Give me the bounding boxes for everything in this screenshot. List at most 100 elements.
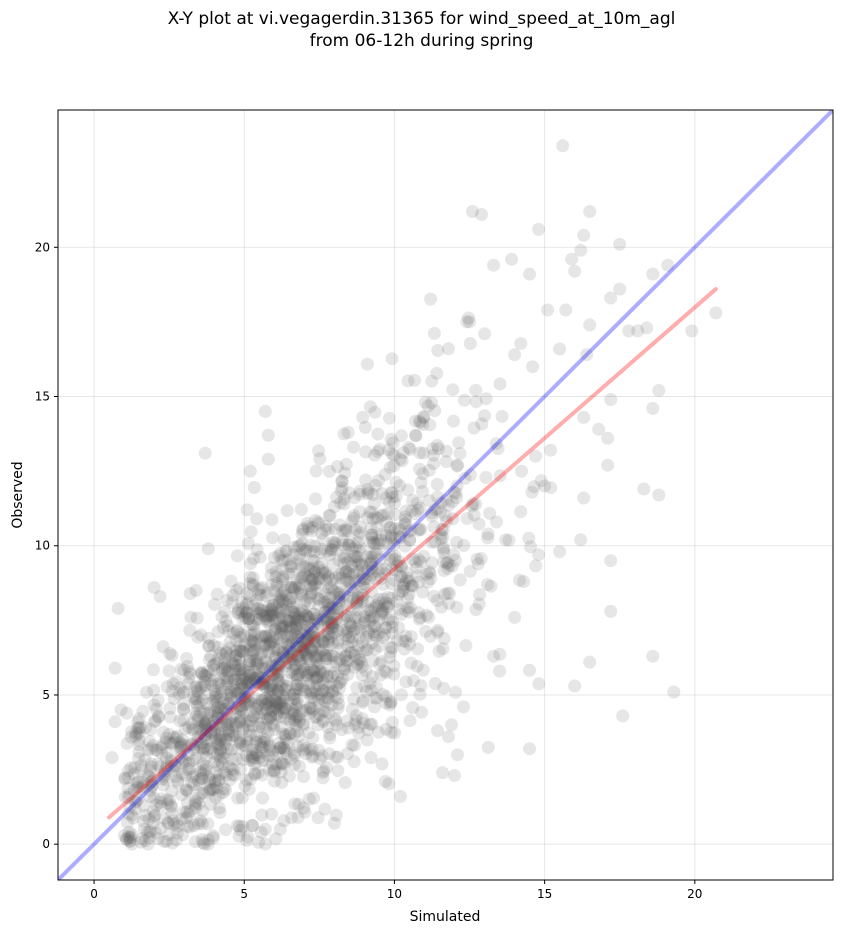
data-point [212, 788, 226, 802]
data-point [396, 446, 410, 460]
data-point [233, 630, 247, 644]
data-point [289, 711, 302, 725]
data-point [146, 663, 160, 677]
data-point [291, 668, 305, 682]
data-point [212, 717, 226, 731]
data-point [208, 714, 222, 728]
data-point [385, 486, 399, 500]
data-point [392, 587, 406, 601]
data-point [294, 657, 308, 671]
data-point [294, 571, 307, 584]
data-point [341, 632, 355, 646]
data-point [373, 442, 387, 456]
data-point [269, 699, 283, 713]
data-point [451, 748, 464, 762]
data-point [431, 625, 445, 639]
data-point [350, 596, 363, 610]
data-point [387, 538, 401, 552]
data-point [292, 729, 306, 743]
data-point [348, 540, 362, 554]
data-point [337, 497, 351, 511]
data-point [221, 671, 235, 685]
data-point [352, 528, 366, 542]
data-point [337, 663, 351, 677]
data-point [268, 623, 282, 637]
data-point [259, 721, 273, 735]
data-point [234, 644, 248, 658]
data-point [234, 676, 248, 690]
data-point [279, 682, 292, 696]
data-point [310, 710, 324, 724]
data-point [270, 696, 283, 710]
data-point [181, 763, 195, 777]
data-point [217, 696, 231, 709]
data-point [347, 623, 361, 637]
data-point [263, 638, 276, 652]
data-point [408, 507, 422, 521]
data-point [293, 552, 307, 566]
data-point [360, 511, 374, 525]
data-point [358, 420, 372, 434]
data-point [272, 675, 285, 689]
data-point [360, 733, 374, 747]
data-point [203, 773, 217, 787]
data-point [431, 344, 445, 357]
data-point [121, 816, 134, 830]
data-point [301, 619, 314, 633]
data-point [386, 626, 399, 640]
data-point [268, 551, 281, 565]
data-point [341, 524, 354, 537]
data-point [301, 649, 315, 663]
data-point [198, 687, 212, 701]
data-point [276, 650, 290, 663]
data-point [157, 767, 171, 781]
data-point [204, 734, 218, 748]
data-point [144, 824, 158, 838]
data-point [263, 609, 277, 623]
data-point [143, 831, 156, 845]
data-point [219, 783, 233, 797]
data-point [270, 708, 284, 722]
data-point [305, 524, 319, 538]
data-point [157, 835, 171, 848]
data-point [131, 792, 145, 806]
data-point [180, 796, 194, 810]
data-point [158, 811, 171, 825]
data-point [187, 722, 200, 736]
data-point [534, 474, 548, 488]
data-point [214, 682, 228, 696]
data-point [204, 677, 218, 691]
data-point [265, 602, 279, 616]
data-point [306, 703, 320, 717]
data-point [446, 512, 460, 526]
data-point [388, 531, 402, 545]
data-point [366, 536, 380, 550]
data-point [319, 605, 333, 618]
data-point [355, 558, 368, 571]
data-point [387, 659, 401, 673]
data-point [401, 601, 415, 615]
data-point [355, 570, 369, 584]
data-point [410, 561, 424, 575]
data-point [247, 628, 261, 641]
data-point [317, 636, 331, 650]
data-point [403, 637, 417, 651]
data-point [299, 645, 312, 659]
data-point [709, 306, 723, 320]
data-point [338, 551, 352, 565]
data-point [355, 668, 369, 682]
data-point [281, 553, 295, 567]
data-point [151, 693, 165, 707]
data-point [406, 701, 420, 715]
data-point [505, 252, 519, 266]
data-point [371, 511, 385, 525]
data-point [372, 474, 385, 487]
data-point [309, 492, 323, 506]
data-point [303, 665, 316, 679]
data-point [416, 418, 430, 431]
data-point [252, 602, 266, 616]
data-point [254, 741, 268, 754]
data-point [328, 690, 342, 703]
data-point [251, 706, 265, 720]
data-point [320, 691, 334, 705]
